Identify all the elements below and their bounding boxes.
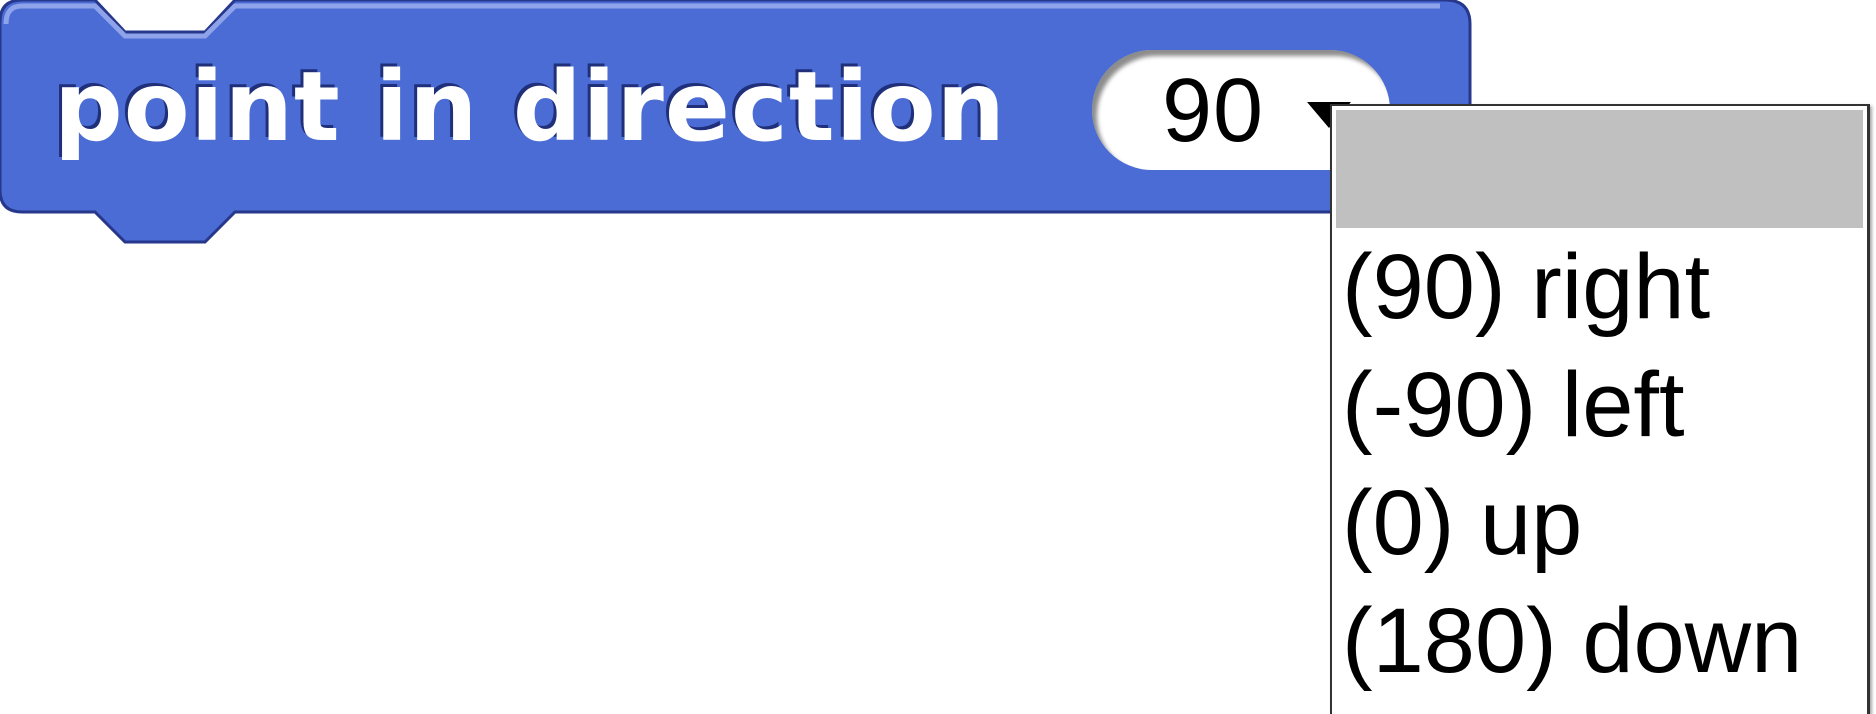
direction-value[interactable]: 90 <box>1162 61 1265 161</box>
dropdown-item-up[interactable]: (0) up <box>1342 472 1583 574</box>
dropdown-item-down[interactable]: (180) down <box>1342 590 1803 692</box>
dropdown-item-blank[interactable] <box>1336 110 1863 228</box>
dropdown-item-right[interactable]: (90) right <box>1342 236 1711 338</box>
dropdown-item-left[interactable]: (-90) left <box>1342 354 1685 456</box>
motion-block-highlight <box>3 3 1440 39</box>
block-label: point in direction <box>54 51 1006 163</box>
direction-dropdown-menu: (90) right (-90) left (0) up (180) down <box>1330 104 1870 714</box>
